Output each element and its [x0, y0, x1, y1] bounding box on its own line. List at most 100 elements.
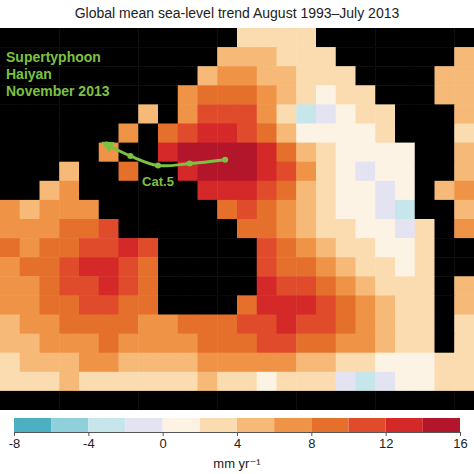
- land-cell: [375, 85, 395, 105]
- sea-level-cell: [296, 238, 316, 258]
- sea-level-cell: [40, 257, 60, 277]
- sea-level-cell: [79, 334, 99, 354]
- land-cell: [375, 47, 395, 67]
- sea-level-cell: [316, 66, 336, 86]
- land-cell: [59, 391, 79, 410]
- sea-level-cell: [375, 104, 395, 124]
- sea-level-cell: [217, 315, 237, 335]
- sea-level-cell: [316, 295, 336, 315]
- land-cell: [119, 66, 139, 86]
- sea-level-cell: [356, 334, 376, 354]
- sea-level-cell: [395, 295, 415, 315]
- sea-level-cell: [356, 295, 376, 315]
- sea-level-cell: [296, 66, 316, 86]
- sea-level-cell: [415, 315, 435, 335]
- sea-level-cell: [217, 124, 237, 144]
- sea-level-cell: [316, 334, 336, 354]
- sea-level-cell: [336, 66, 356, 86]
- sea-level-cell: [237, 181, 257, 201]
- sea-level-cell: [336, 181, 356, 201]
- sea-level-cell: [395, 334, 415, 354]
- sea-level-cell: [40, 353, 60, 373]
- sea-level-cell: [99, 295, 119, 315]
- sea-level-cell: [138, 315, 158, 335]
- sea-level-cell: [277, 315, 297, 335]
- land-cell: [119, 391, 139, 410]
- land-cell: [217, 391, 237, 410]
- sea-level-cell: [316, 162, 336, 182]
- sea-level-cell: [296, 276, 316, 296]
- sea-level-cell: [356, 162, 376, 182]
- sea-level-cell: [119, 276, 139, 296]
- sea-level-cell: [178, 353, 198, 373]
- sea-level-cell: [237, 372, 257, 392]
- sea-level-cell: [277, 372, 297, 392]
- sea-level-cell: [277, 181, 297, 201]
- sea-level-cell: [119, 315, 139, 335]
- sea-level-cell: [415, 295, 435, 315]
- sea-level-cell: [257, 295, 277, 315]
- sea-level-cell: [454, 47, 474, 67]
- colorbar-bin: [14, 418, 51, 432]
- tick: 4: [234, 432, 241, 451]
- land-cell: [99, 28, 119, 48]
- sea-level-cell: [59, 219, 79, 239]
- sea-level-cell: [198, 372, 218, 392]
- land-cell: [0, 391, 20, 410]
- sea-level-cell: [296, 295, 316, 315]
- land-cell: [277, 391, 297, 410]
- track-label: Cat.5: [142, 174, 174, 189]
- sea-level-cell: [217, 353, 237, 373]
- land-cell: [40, 162, 60, 182]
- sea-level-cell: [79, 257, 99, 277]
- sea-level-cell: [454, 334, 474, 354]
- sea-level-cell: [415, 353, 435, 373]
- sea-level-cell: [336, 200, 356, 220]
- sea-level-cell: [158, 372, 178, 392]
- colorbar-label: mm yr⁻¹: [213, 456, 261, 471]
- land-cell: [454, 391, 474, 410]
- sea-level-cell: [217, 181, 237, 201]
- land-cell: [20, 124, 40, 144]
- tick-label: 8: [308, 436, 315, 451]
- land-cell: [178, 238, 198, 258]
- sea-level-cell: [119, 257, 139, 277]
- sea-level-cell: [119, 334, 139, 354]
- land-cell: [119, 200, 139, 220]
- land-cell: [395, 28, 415, 48]
- land-cell: [415, 66, 435, 86]
- sea-level-cell: [395, 181, 415, 201]
- sea-level-cell: [178, 334, 198, 354]
- land-cell: [435, 315, 455, 335]
- colorbar-axis: -8-40481216: [9, 432, 468, 451]
- sea-level-cell: [257, 143, 277, 163]
- land-cell: [20, 104, 40, 124]
- sea-level-cell: [375, 334, 395, 354]
- land-cell: [119, 181, 139, 201]
- sea-level-cell: [138, 276, 158, 296]
- land-cell: [435, 124, 455, 144]
- sea-level-cell: [217, 66, 237, 86]
- land-cell: [178, 391, 198, 410]
- land-cell: [198, 276, 218, 296]
- sea-level-cell: [119, 295, 139, 315]
- land-cell: [99, 162, 119, 182]
- land-cell: [40, 28, 60, 48]
- sea-level-cell: [356, 124, 376, 144]
- sea-level-cell: [454, 372, 474, 392]
- sea-level-cell: [237, 353, 257, 373]
- tick: -4: [83, 432, 95, 451]
- land-cell: [178, 47, 198, 67]
- sea-level-cell: [198, 104, 218, 124]
- sea-level-cell: [336, 295, 356, 315]
- land-cell: [217, 257, 237, 277]
- sea-level-cell: [277, 28, 297, 48]
- sea-level-cell: [356, 200, 376, 220]
- land-cell: [454, 28, 474, 48]
- land-cell: [178, 276, 198, 296]
- sea-level-cell: [198, 181, 218, 201]
- sea-level-cell: [435, 181, 455, 201]
- sea-level-cell: [237, 124, 257, 144]
- sea-level-cell: [415, 238, 435, 258]
- sea-level-cell: [257, 334, 277, 354]
